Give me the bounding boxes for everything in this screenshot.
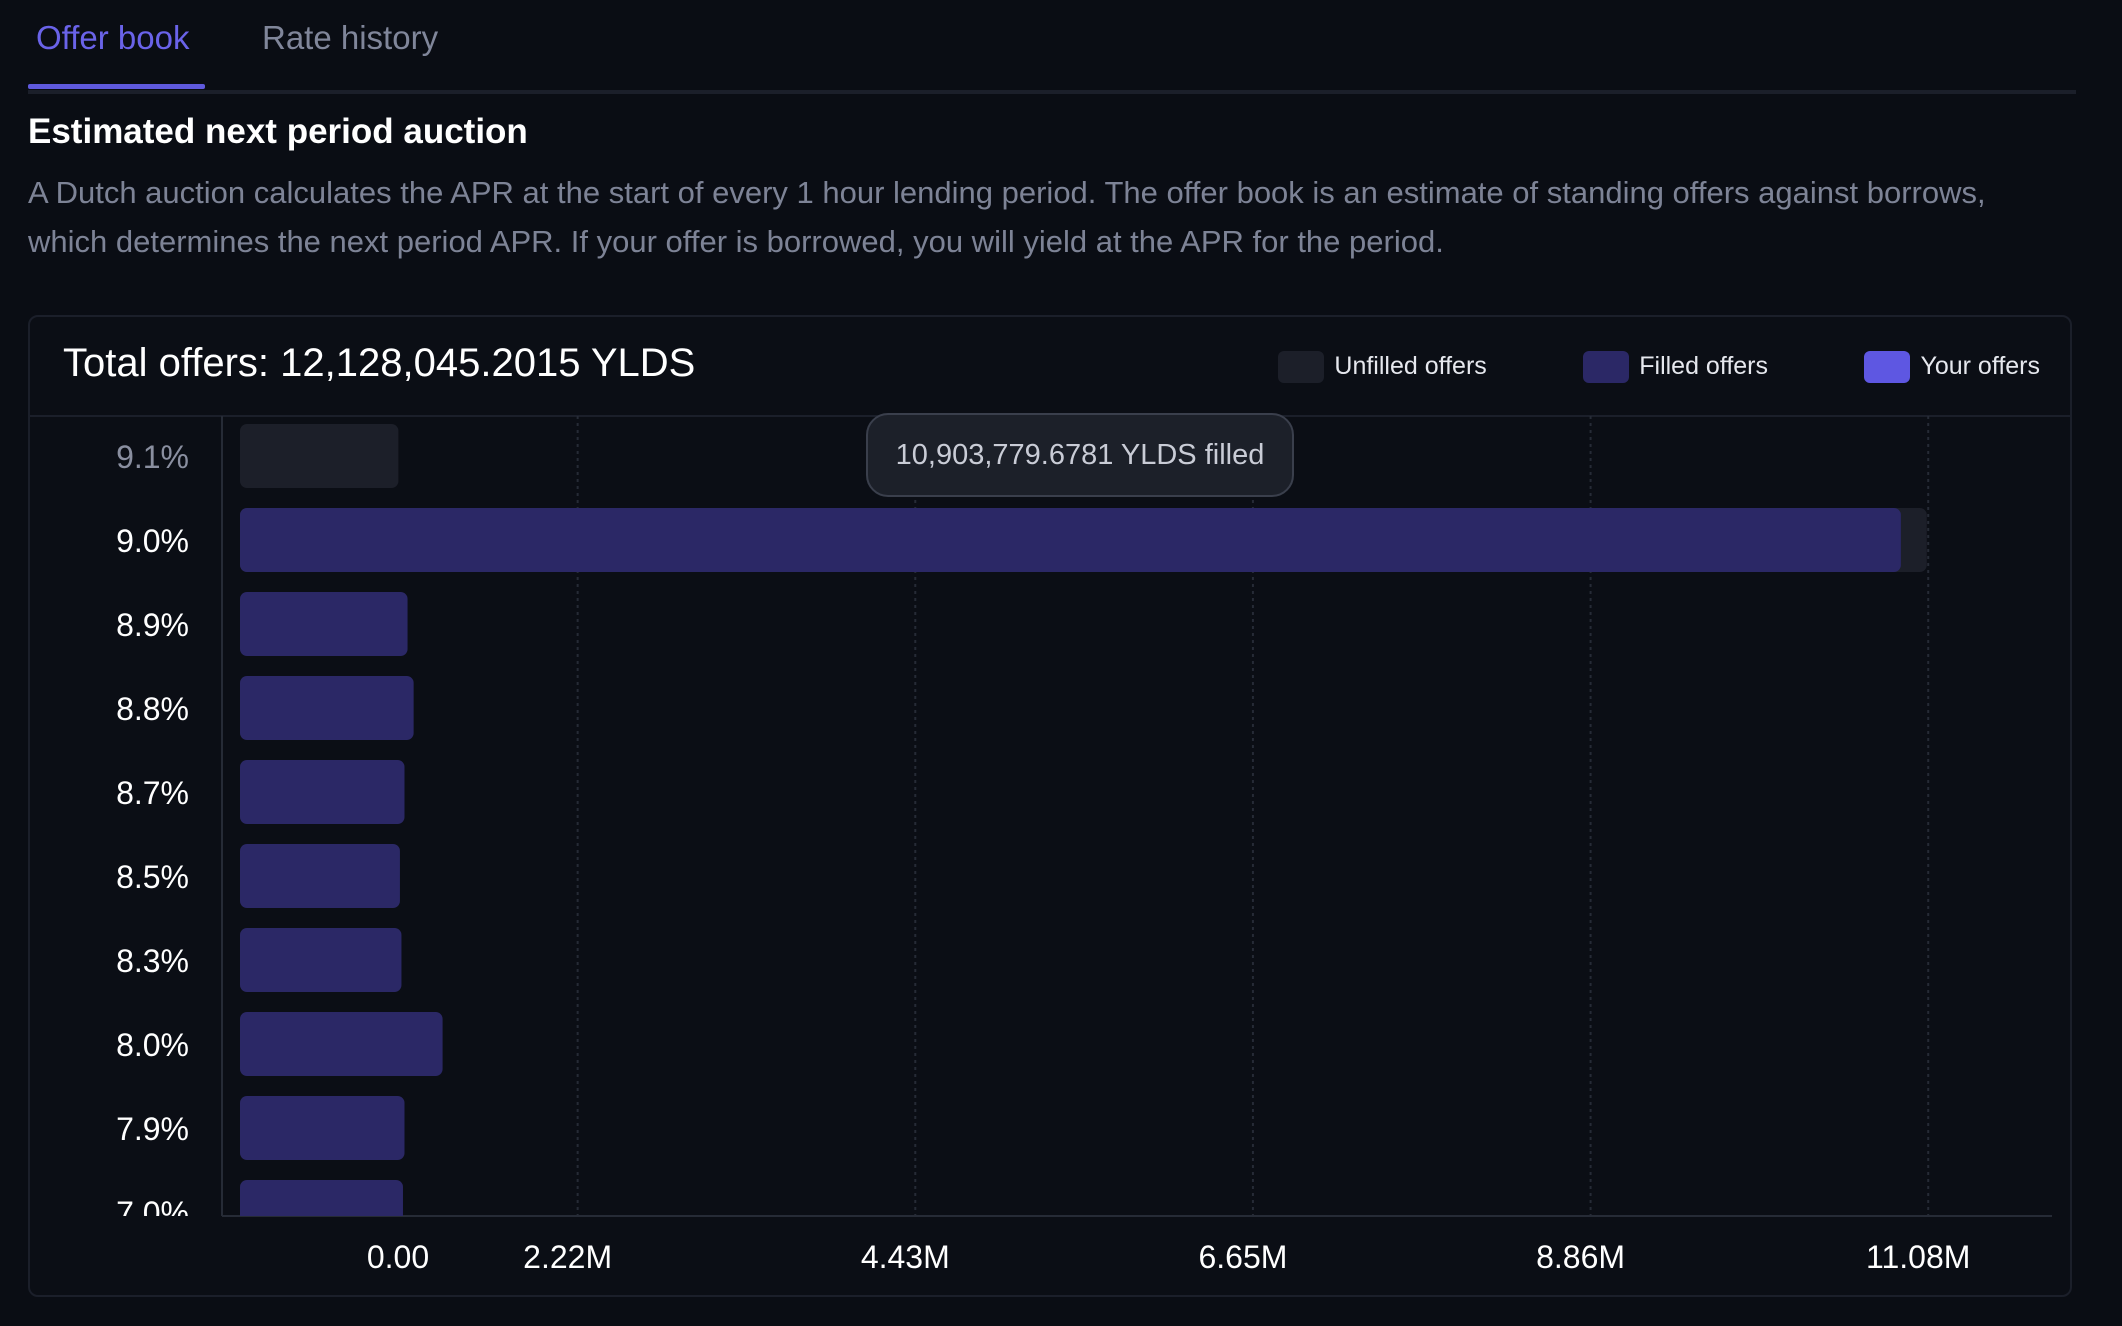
x-tick-label: 4.43M	[861, 1239, 950, 1275]
y-tick-label: 9.1%	[116, 439, 189, 475]
legend-swatch-filled	[1583, 351, 1630, 384]
bar-tooltip: 10,903,779.6781 YLDS filled	[866, 413, 1294, 497]
bar-filled-8.3%[interactable]	[240, 928, 402, 992]
tab-offer-book[interactable]: Offer book	[36, 19, 190, 56]
x-tick-label: 6.65M	[1198, 1239, 1287, 1275]
legend-label-filled: Filled offers	[1639, 352, 1769, 380]
x-tick-label: 11.08M	[1866, 1239, 1970, 1275]
y-tick-label: 8.5%	[116, 859, 189, 895]
y-tick-label: 8.0%	[116, 1027, 189, 1063]
y-tick-label: 8.3%	[116, 943, 189, 979]
legend-swatch-yours	[1864, 351, 1911, 384]
bar-filled-8.7%[interactable]	[240, 760, 405, 824]
bar-filled-7.9%[interactable]	[240, 1096, 405, 1160]
y-tick-label: 8.7%	[116, 775, 189, 811]
y-tick-label: 7.9%	[116, 1111, 189, 1147]
legend-item-yours: Your offers	[1864, 349, 2040, 384]
section-title: Estimated next period auction	[28, 112, 528, 151]
tab-rate-history[interactable]: Rate history	[262, 19, 439, 56]
y-tick-label: 8.9%	[116, 607, 189, 643]
legend-item-unfilled: Unfilled offers	[1278, 349, 1487, 384]
active-tab-indicator	[28, 84, 205, 89]
legend-label-yours: Your offers	[1920, 352, 2040, 380]
bar-filled-7.0%[interactable]	[240, 1180, 403, 1244]
x-tick-label: 2.22M	[523, 1239, 612, 1275]
section-description: A Dutch auction calculates the APR at th…	[28, 175, 1986, 259]
bar-filled-8.0%[interactable]	[240, 1012, 443, 1076]
x-tick-label: 0.00	[367, 1239, 429, 1275]
y-tick-label: 8.8%	[116, 691, 189, 727]
bar-filled-8.5%[interactable]	[240, 844, 400, 908]
legend-item-filled: Filled offers	[1583, 349, 1769, 384]
y-tick-label: 7.0%	[116, 1195, 189, 1231]
y-tick-label: 9.0%	[116, 523, 189, 559]
bar-unfilled-9.1%[interactable]	[240, 424, 399, 488]
total-offers-label: Total offers: 12,128,045.2015 YLDS	[63, 341, 696, 385]
legend-swatch-unfilled	[1278, 351, 1325, 384]
chart-legend: Unfilled offers Filled offers Your offer…	[1278, 349, 2040, 385]
tab-bar: Offer book Rate history	[28, 0, 2076, 94]
legend-label-unfilled: Unfilled offers	[1334, 352, 1487, 380]
x-tick-label: 8.86M	[1536, 1239, 1625, 1275]
bar-filled-8.9%[interactable]	[240, 592, 408, 656]
bar-filled-8.8%[interactable]	[240, 676, 414, 740]
bar-filled-9.0%[interactable]	[240, 508, 1901, 572]
